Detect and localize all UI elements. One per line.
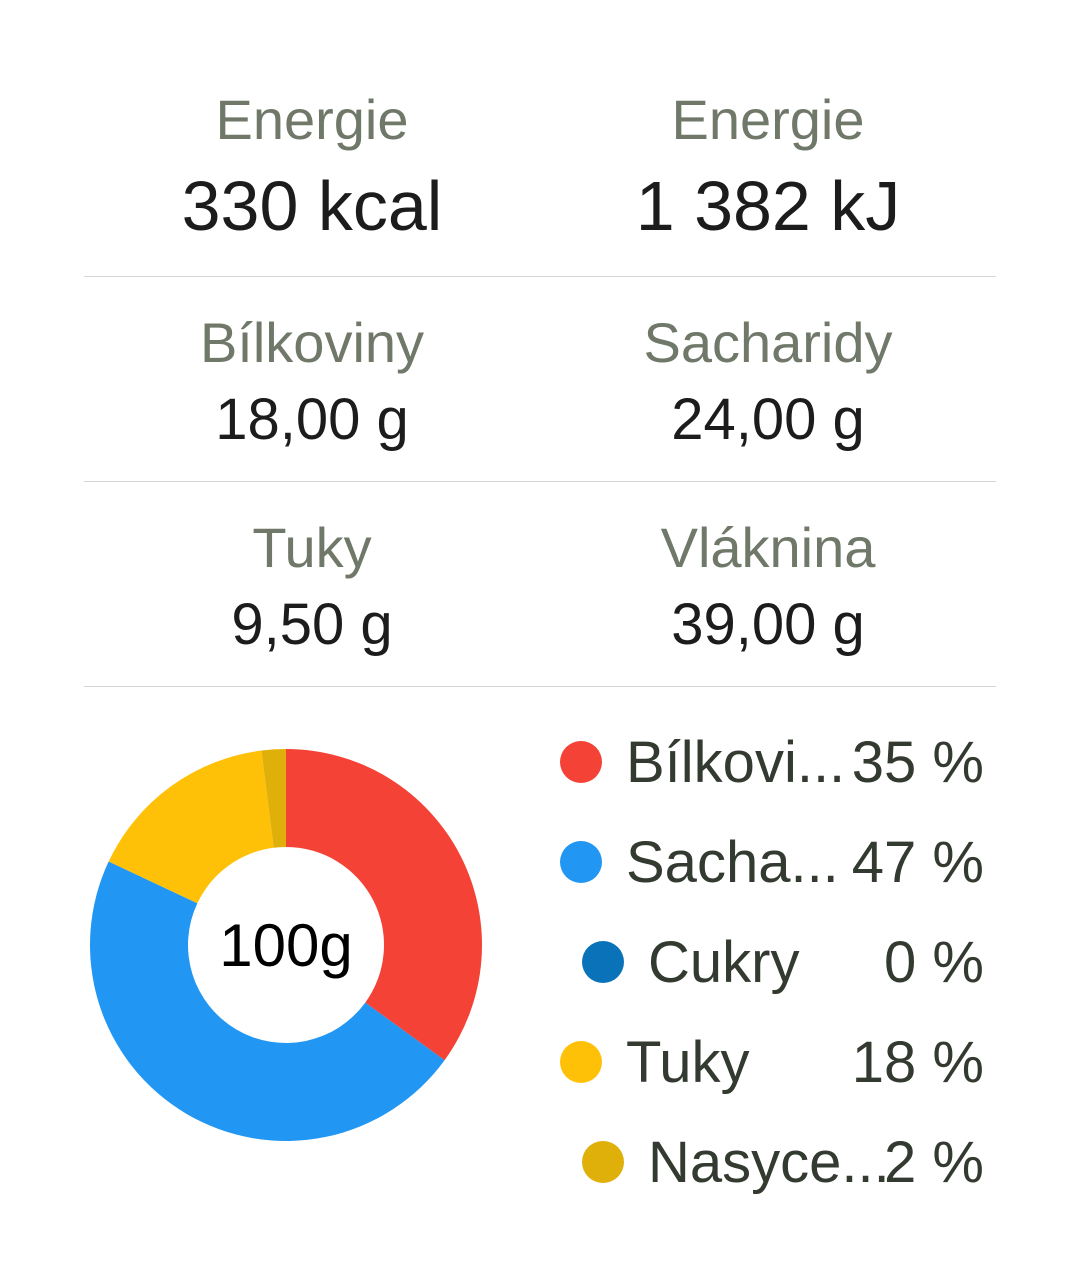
donut-slice-tuky: [108, 750, 274, 904]
macro-row: Bílkoviny 18,00 g Sacharidy 24,00 g: [84, 277, 996, 482]
legend-item: Nasyce... 2 %: [556, 1112, 988, 1212]
legend-item: Cukry 0 %: [556, 912, 988, 1012]
donut-slice-bílkoviny: [286, 749, 482, 1061]
energy-kj-value: 1 382 kJ: [635, 167, 901, 245]
protein-cell: Bílkoviny 18,00 g: [84, 277, 540, 481]
fat-label: Tuky: [252, 516, 372, 579]
donut-svg: [90, 749, 482, 1141]
legend-dot-icon: [560, 1041, 602, 1083]
donut-center-label: 100g: [219, 911, 353, 979]
fat-fiber-row: Tuky 9,50 g Vláknina 39,00 g: [84, 482, 996, 687]
protein-value: 18,00 g: [215, 387, 409, 452]
legend-item: Tuky 18 %: [556, 1012, 988, 1112]
fiber-cell: Vláknina 39,00 g: [540, 482, 996, 686]
fiber-value: 39,00 g: [671, 592, 865, 657]
legend-item-label: Bílkovi...: [626, 730, 846, 795]
legend-item-percent: 18 %: [851, 1030, 984, 1095]
carbs-label: Sacharidy: [643, 311, 893, 374]
fiber-label: Vláknina: [660, 516, 876, 579]
macro-donut-chart: 100g: [88, 747, 484, 1143]
carbs-value: 24,00 g: [671, 387, 865, 452]
legend-dot-icon: [582, 1141, 624, 1183]
legend-item-percent: 47 %: [851, 830, 984, 895]
legend-item: Sacha... 47 %: [556, 812, 988, 912]
legend-item-label: Sacha...: [626, 830, 839, 895]
donut-slice-sacharidy: [90, 861, 445, 1141]
legend-item: Bílkovi... 35 %: [556, 712, 988, 812]
legend-dot-icon: [560, 741, 602, 783]
protein-label: Bílkoviny: [199, 311, 425, 374]
legend-item-label: Tuky: [626, 1030, 750, 1095]
legend-dot-icon: [582, 941, 624, 983]
fat-cell: Tuky 9,50 g: [84, 482, 540, 686]
energy-kj-cell: Energie 1 382 kJ: [540, 80, 996, 276]
energy-row: Energie 330 kcal Energie 1 382 kJ: [84, 80, 996, 277]
energy-kcal-cell: Energie 330 kcal: [84, 80, 540, 276]
energy-kcal-value: 330 kcal: [181, 167, 443, 245]
chart-legend: Bílkovi... 35 % Sacha... 47 % Cukry 0 % Tuky 18…: [556, 712, 988, 1212]
carbs-cell: Sacharidy 24,00 g: [540, 277, 996, 481]
legend-dot-icon: [560, 841, 602, 883]
legend-item-label: Nasyce...: [648, 1130, 890, 1195]
legend-item-percent: 35 %: [851, 730, 984, 795]
fat-value: 9,50 g: [231, 592, 393, 657]
legend-item-percent: 2 %: [884, 1130, 984, 1195]
nutrition-stats: Energie 330 kcal Energie 1 382 kJ Bílkov…: [84, 80, 996, 687]
donut-slice-nasycené: [261, 749, 286, 848]
legend-item-percent: 0 %: [884, 930, 984, 995]
legend-item-label: Cukry: [648, 930, 800, 995]
energy-kj-label: Energie: [671, 88, 865, 151]
energy-kcal-label: Energie: [215, 88, 409, 151]
